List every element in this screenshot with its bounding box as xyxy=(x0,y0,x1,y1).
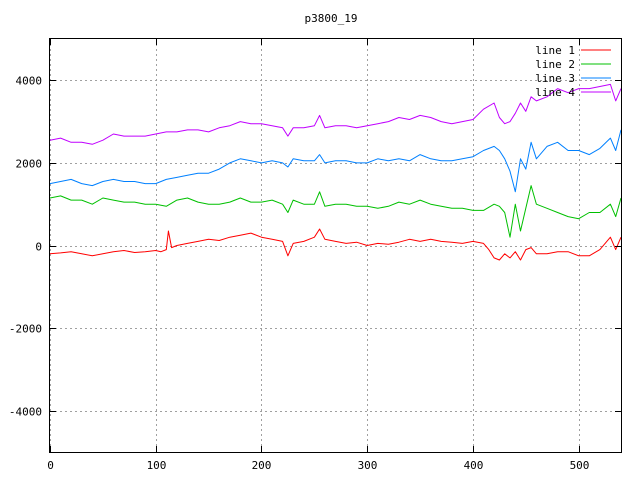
chart-title: p3800_19 xyxy=(305,12,358,25)
y-tick-label: -2000 xyxy=(9,323,42,336)
y-tick-label: 0 xyxy=(35,241,42,254)
axis-ticks: -4000 -2000 0 2000 4000 0 100 200 300 400 500 xyxy=(9,39,621,472)
series-line-4 xyxy=(49,83,622,145)
legend-label: line 4 xyxy=(535,86,575,99)
x-tick-label: 0 xyxy=(47,459,54,472)
x-tick-label: 500 xyxy=(570,459,590,472)
grid-lines xyxy=(50,39,621,452)
series-line-3 xyxy=(49,129,622,193)
plot-frame xyxy=(49,38,622,453)
x-tick-label: 300 xyxy=(358,459,378,472)
y-tick-label: -4000 xyxy=(9,406,42,419)
y-tick-label: 2000 xyxy=(16,158,43,171)
series-layer xyxy=(49,83,622,261)
x-tick-label: 400 xyxy=(464,459,484,472)
series-line-2 xyxy=(49,185,622,238)
x-tick-label: 200 xyxy=(252,459,272,472)
series-line-1 xyxy=(49,228,622,261)
y-tick-label: 4000 xyxy=(16,75,43,88)
legend-label: line 2 xyxy=(535,58,575,71)
legend-label: line 3 xyxy=(535,72,575,85)
legend-label: line 1 xyxy=(535,44,575,57)
x-tick-label: 100 xyxy=(147,459,167,472)
